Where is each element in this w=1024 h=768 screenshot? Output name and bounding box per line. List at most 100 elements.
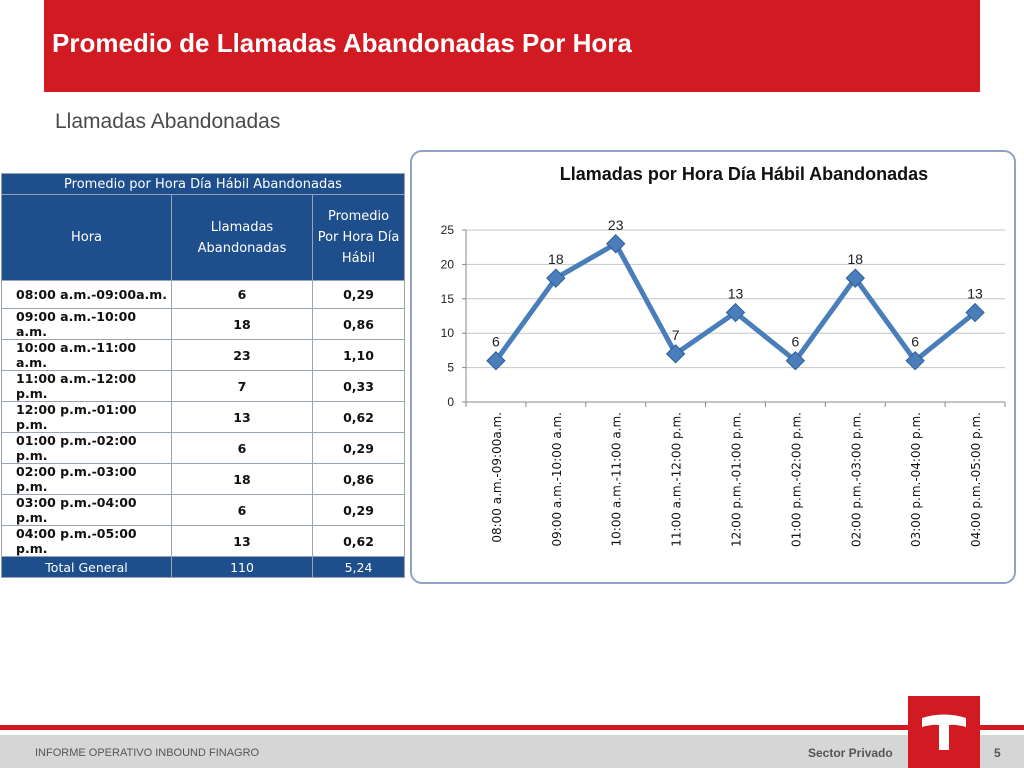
data-point	[486, 351, 506, 371]
total-llamadas: 110	[171, 556, 313, 578]
cell-hora: 04:00 p.m.-05:00 p.m.	[1, 525, 172, 557]
x-tick-label: 03:00 p.m.-04:00 p.m.	[909, 412, 923, 547]
cell-llamadas: 7	[171, 370, 313, 402]
table-row: 11:00 a.m.-12:00 p.m. 7 0,33	[1, 370, 406, 402]
data-point	[546, 268, 566, 288]
cell-hora: 11:00 a.m.-12:00 p.m.	[1, 370, 172, 402]
x-tick-label: 04:00 p.m.-05:00 p.m.	[969, 412, 983, 547]
x-tick-label: 09:00 a.m.-10:00 a.m.	[550, 412, 564, 546]
data-point	[665, 344, 686, 364]
data-label: 6	[492, 334, 500, 350]
column-header-line: Por Hora Día	[317, 230, 400, 245]
cell-promedio: 0,62	[311, 401, 406, 433]
page-number: 5	[994, 746, 1001, 760]
x-tick-label: 02:00 p.m.-03:00 p.m.	[849, 412, 863, 547]
y-tick-label: 0	[447, 395, 454, 409]
cell-hora: 02:00 p.m.-03:00 p.m.	[1, 463, 172, 495]
cell-promedio: 1,10	[311, 339, 406, 371]
chart-container: Llamadas por Hora Día Hábil Abandonadas …	[410, 150, 1016, 584]
cell-promedio: 0,86	[311, 463, 406, 495]
page-title: Promedio de Llamadas Abandonadas Por Hor…	[52, 28, 632, 58]
footer-bar	[0, 735, 1024, 768]
y-tick-label: 25	[441, 223, 455, 237]
x-tick-label: 11:00 a.m.-12:00 p.m.	[670, 412, 684, 547]
column-header-line: Promedio	[327, 209, 390, 224]
data-label: 18	[847, 251, 863, 267]
y-tick-label: 15	[441, 292, 455, 306]
cell-llamadas: 13	[171, 525, 313, 557]
cell-llamadas: 18	[171, 463, 313, 495]
x-tick-label: 01:00 p.m.-02:00 p.m.	[789, 412, 803, 547]
total-promedio: 5,24	[311, 556, 406, 578]
column-header-line: Hábil	[341, 251, 376, 266]
table-row: 08:00 a.m.-09:00a.m. 6 0,29	[1, 280, 406, 309]
x-tick-label: 10:00 a.m.-11:00 a.m.	[610, 412, 624, 546]
table-total-row: Total General 110 5,24	[1, 556, 406, 578]
data-table: Promedio por Hora Día Hábil Abandonadas …	[0, 173, 406, 578]
data-point	[905, 351, 925, 371]
cell-hora: 10:00 a.m.-11:00 a.m.	[1, 339, 172, 371]
section-subtitle: Llamadas Abandonadas	[55, 110, 281, 133]
chart-title: Llamadas por Hora Día Hábil Abandonadas	[560, 164, 928, 184]
y-tick-label: 20	[441, 257, 455, 271]
cell-promedio: 0,33	[311, 370, 406, 402]
cell-llamadas: 23	[171, 339, 313, 371]
cell-hora: 08:00 a.m.-09:00a.m.	[1, 280, 172, 309]
x-tick-label: 12:00 p.m.-01:00 p.m.	[730, 412, 744, 547]
data-label: 13	[967, 286, 983, 302]
footer-sector: Sector Privado	[808, 746, 893, 760]
data-label: 18	[548, 251, 564, 267]
column-header-llamadas: Llamadas Abandonadas	[171, 194, 313, 281]
data-label: 6	[791, 334, 799, 350]
axes: 0 5 10 15 20 25 08:00 a.m.-09:00a.m. 09:00 a.m.…	[441, 223, 1006, 547]
column-header-hora: Hora	[1, 194, 172, 281]
table-row: 01:00 p.m.-02:00 p.m. 6 0,29	[1, 432, 406, 464]
data-label: 13	[728, 286, 744, 302]
column-header-promedio: Promedio Por Hora Día Hábil	[311, 194, 406, 281]
column-header-line: Llamadas	[210, 219, 274, 235]
data-label: 6	[911, 334, 919, 350]
title-bar: Promedio de Llamadas Abandonadas Por Hor…	[44, 0, 980, 92]
brand-logo-icon	[922, 714, 966, 750]
x-tick-label: 08:00 a.m.-09:00a.m.	[490, 412, 504, 543]
cell-hora: 09:00 a.m.-10:00 a.m.	[1, 308, 172, 340]
footer-report-name: INFORME OPERATIVO INBOUND FINAGRO	[35, 747, 260, 759]
cell-llamadas: 6	[171, 494, 313, 526]
table-row: 12:00 p.m.-01:00 p.m. 13 0,62	[1, 401, 406, 433]
line-chart: Llamadas por Hora Día Hábil Abandonadas …	[441, 164, 1006, 547]
column-header-line: Hora	[70, 230, 103, 245]
footer-red-line	[0, 725, 1024, 730]
cell-hora: 03:00 p.m.-04:00 p.m.	[1, 494, 172, 526]
data-point	[845, 268, 865, 288]
table-row: 10:00 a.m.-11:00 a.m. 23 1,10	[1, 339, 406, 371]
table-row: 02:00 p.m.-03:00 p.m. 18 0,86	[1, 463, 406, 495]
table-caption: Promedio por Hora Día Hábil Abandonadas	[0, 173, 406, 195]
cell-promedio: 0,29	[311, 494, 406, 526]
series-line	[493, 241, 977, 364]
cell-llamadas: 6	[171, 280, 313, 309]
column-header-line: Abandonadas	[197, 240, 287, 256]
cell-hora: 12:00 p.m.-01:00 p.m.	[1, 401, 172, 433]
cell-hora: 01:00 p.m.-02:00 p.m.	[1, 432, 172, 464]
data-label: 7	[672, 327, 680, 343]
cell-llamadas: 18	[171, 308, 313, 340]
total-label: Total General	[1, 556, 172, 578]
table-row: 09:00 a.m.-10:00 a.m. 18 0,86	[1, 308, 406, 340]
cell-llamadas: 13	[171, 401, 313, 433]
y-tick-label: 10	[441, 326, 455, 340]
cell-promedio: 0,29	[311, 432, 406, 464]
data-point	[965, 302, 985, 323]
table-row: 03:00 p.m.-04:00 p.m. 6 0,29	[1, 494, 406, 526]
cell-llamadas: 6	[171, 432, 313, 464]
data-point	[785, 351, 806, 371]
data-point	[606, 234, 626, 254]
data-point	[725, 302, 746, 323]
logo	[908, 696, 980, 768]
table-row: 04:00 p.m.-05:00 p.m. 13 0,62	[1, 525, 406, 557]
y-tick-label: 5	[447, 361, 454, 375]
cell-promedio: 0,86	[311, 308, 406, 340]
cell-promedio: 0,62	[311, 525, 406, 557]
series-layer: 6 18 23 7 13 6 18 6 13	[486, 217, 985, 371]
cell-promedio: 0,29	[311, 280, 406, 309]
data-label: 23	[608, 217, 624, 233]
